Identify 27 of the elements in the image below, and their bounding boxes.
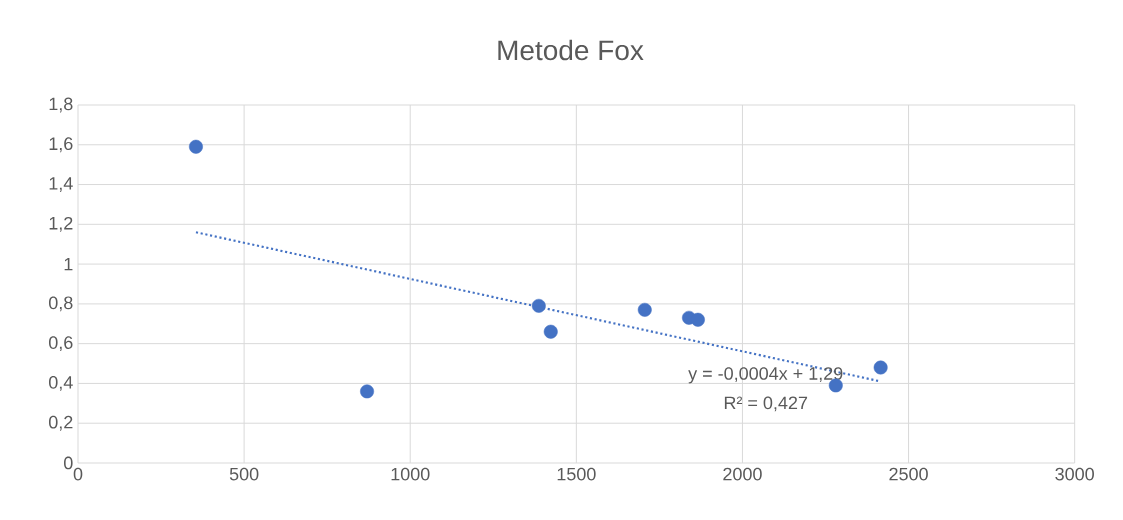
x-tick-label: 500 (229, 467, 259, 481)
x-tick-label: 2000 (723, 467, 762, 481)
y-tick-label: 0,6 (48, 336, 73, 352)
annotation: R² = 0,427 (724, 396, 808, 412)
x-tick-label: 3000 (1055, 467, 1094, 481)
y-tick-label: 1,6 (49, 137, 73, 153)
point (531, 298, 546, 313)
x-tick-label: 1000 (391, 467, 430, 481)
chart-title: Metode Fox (498, 39, 644, 61)
point (690, 312, 705, 327)
y-tick-label: 0,2 (48, 415, 73, 431)
x-tick-label: 1500 (557, 467, 596, 481)
point (637, 302, 652, 317)
y-tick-label: 0 (64, 456, 73, 470)
point (360, 384, 374, 399)
y-tick-label: 0,8 (48, 296, 73, 312)
y-tick-label: 1,2 (49, 216, 73, 232)
y-tick-label: 1,4 (49, 177, 73, 192)
y-tick-label: 0,4 (48, 376, 73, 391)
annotation: y = -0,0004x + 1,29 (688, 367, 843, 384)
x-tick-label: 2500 (889, 467, 928, 481)
point (189, 139, 203, 154)
y-tick-label: 1,8 (49, 97, 73, 113)
y-tick-label: 1 (64, 257, 73, 271)
x-tick-label: 0 (73, 467, 83, 481)
point (873, 360, 888, 375)
point (543, 324, 558, 339)
